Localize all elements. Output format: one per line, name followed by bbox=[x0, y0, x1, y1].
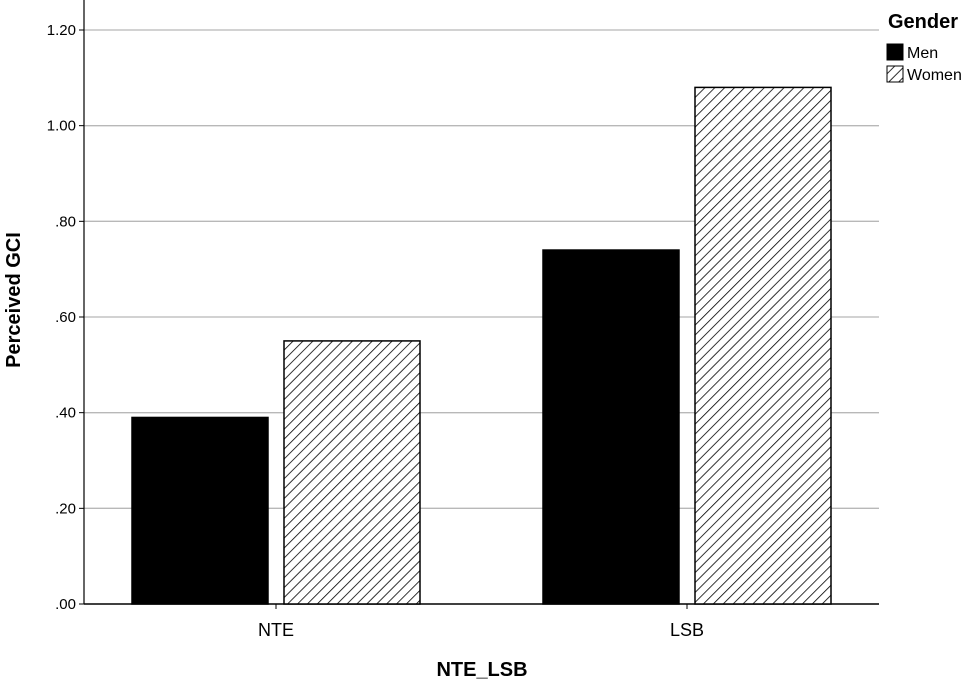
x-tick-label: LSB bbox=[670, 620, 704, 640]
bars bbox=[131, 86, 832, 605]
x-axis-title: NTE_LSB bbox=[436, 659, 527, 681]
legend-swatch-men bbox=[886, 43, 904, 61]
y-tick-label: .40 bbox=[55, 405, 76, 422]
legend-swatch-women bbox=[886, 65, 904, 83]
y-axis-title: Perceived GCI bbox=[3, 232, 25, 368]
bar-men-lsb bbox=[542, 249, 680, 605]
y-tick-label: 1.20 bbox=[47, 22, 76, 39]
x-tick-label: NTE bbox=[258, 620, 294, 640]
legend-label-women: Women bbox=[907, 67, 962, 84]
legend-label-men: Men bbox=[907, 45, 938, 62]
bar-women-lsb bbox=[694, 86, 832, 605]
y-tick-label: .60 bbox=[55, 309, 76, 326]
legend: Gender Men Women bbox=[886, 11, 962, 84]
y-tick-label: 1.00 bbox=[47, 118, 76, 135]
legend-title: Gender bbox=[888, 11, 958, 33]
y-tick-label: .20 bbox=[55, 500, 76, 517]
y-tick-label: .80 bbox=[55, 213, 76, 230]
tick-labels: .00 .20 .40 .60 .80 1.00 1.20 NTE LSB bbox=[47, 22, 704, 640]
bar-women-nte bbox=[283, 340, 421, 605]
bar-men-nte bbox=[131, 416, 269, 605]
y-tick-label: .00 bbox=[55, 596, 76, 613]
